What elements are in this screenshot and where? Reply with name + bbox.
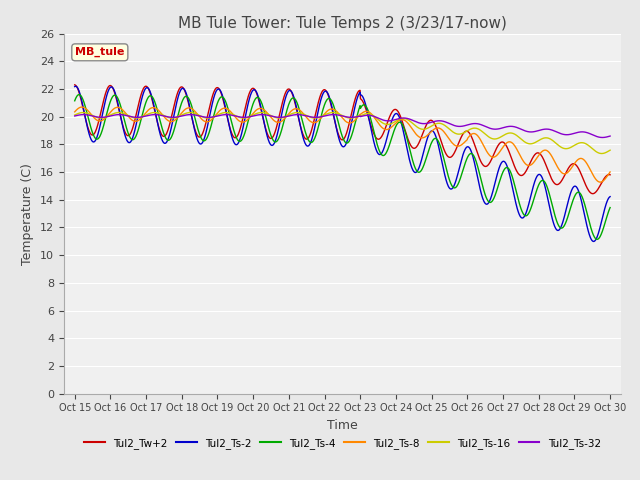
- Tul2_Ts-16: [134, 115, 142, 121]
- Tul2_Tw+2: [376, 136, 383, 142]
- Tul2_Ts-2: [319, 91, 327, 97]
- Tul2_Ts-2: [71, 84, 79, 89]
- Tul2_Ts-32: [71, 113, 79, 119]
- Line: Tul2_Ts-2: Tul2_Ts-2: [75, 86, 610, 241]
- Tul2_Ts-32: [598, 134, 606, 140]
- Tul2_Ts-32: [80, 112, 88, 118]
- Tul2_Ts-4: [134, 127, 142, 132]
- Tul2_Ts-2: [72, 84, 79, 89]
- Tul2_Ts-4: [75, 92, 83, 97]
- Title: MB Tule Tower: Tule Temps 2 (3/23/17-now): MB Tule Tower: Tule Temps 2 (3/23/17-now…: [178, 16, 507, 31]
- Tul2_Tw+2: [71, 82, 79, 88]
- Tul2_Ts-8: [71, 109, 79, 115]
- Tul2_Ts-16: [376, 118, 383, 124]
- Tul2_Tw+2: [589, 191, 596, 196]
- Tul2_Ts-4: [298, 118, 306, 123]
- Tul2_Ts-4: [606, 204, 614, 210]
- Tul2_Ts-8: [310, 120, 317, 125]
- Tul2_Ts-32: [113, 112, 120, 118]
- Tul2_Ts-2: [606, 194, 614, 200]
- Tul2_Ts-8: [78, 104, 86, 110]
- Tul2_Ts-16: [598, 151, 605, 156]
- Tul2_Ts-16: [112, 110, 120, 116]
- Tul2_Tw+2: [606, 172, 614, 178]
- Tul2_Ts-32: [319, 113, 327, 119]
- Tul2_Ts-2: [376, 152, 383, 157]
- Tul2_Ts-8: [298, 109, 306, 115]
- Tul2_Ts-32: [606, 133, 614, 139]
- Tul2_Ts-2: [298, 132, 306, 137]
- Tul2_Tw+2: [134, 104, 142, 110]
- Tul2_Tw+2: [112, 95, 120, 101]
- Tul2_Ts-4: [593, 237, 601, 242]
- Tul2_Ts-4: [113, 93, 120, 99]
- Tul2_Tw+2: [319, 88, 326, 94]
- Tul2_Ts-8: [134, 118, 142, 123]
- Tul2_Ts-8: [376, 122, 383, 128]
- Tul2_Ts-16: [606, 147, 614, 153]
- Tul2_Ts-16: [310, 115, 317, 121]
- Tul2_Ts-4: [310, 138, 317, 144]
- Line: Tul2_Ts-32: Tul2_Ts-32: [75, 115, 610, 137]
- Tul2_Ts-32: [310, 114, 317, 120]
- Line: Tul2_Ts-8: Tul2_Ts-8: [75, 107, 610, 182]
- Tul2_Ts-4: [319, 107, 327, 112]
- Tul2_Ts-2: [310, 131, 317, 137]
- Tul2_Ts-32: [376, 116, 383, 121]
- Tul2_Ts-2: [590, 239, 598, 244]
- Tul2_Ts-2: [113, 95, 120, 100]
- Tul2_Ts-8: [596, 179, 604, 185]
- Tul2_Ts-16: [293, 109, 301, 115]
- Tul2_Ts-4: [71, 98, 79, 104]
- X-axis label: Time: Time: [327, 419, 358, 432]
- Tul2_Tw+2: [298, 128, 306, 134]
- Tul2_Ts-4: [376, 149, 383, 155]
- Tul2_Ts-32: [134, 114, 142, 120]
- Text: MB_tule: MB_tule: [75, 47, 125, 58]
- Legend: Tul2_Tw+2, Tul2_Ts-2, Tul2_Ts-4, Tul2_Ts-8, Tul2_Ts-16, Tul2_Ts-32: Tul2_Tw+2, Tul2_Ts-2, Tul2_Ts-4, Tul2_Ts…: [80, 434, 605, 453]
- Line: Tul2_Tw+2: Tul2_Tw+2: [75, 85, 610, 193]
- Tul2_Tw+2: [309, 122, 317, 128]
- Tul2_Ts-16: [298, 111, 306, 117]
- Y-axis label: Temperature (C): Temperature (C): [22, 163, 35, 264]
- Tul2_Ts-16: [71, 112, 79, 118]
- Tul2_Ts-16: [319, 113, 327, 119]
- Tul2_Ts-8: [319, 113, 327, 119]
- Tul2_Ts-32: [298, 112, 306, 118]
- Tul2_Ts-8: [113, 105, 120, 110]
- Line: Tul2_Ts-16: Tul2_Ts-16: [75, 112, 610, 154]
- Tul2_Ts-8: [606, 169, 614, 175]
- Tul2_Ts-2: [134, 111, 142, 117]
- Line: Tul2_Ts-4: Tul2_Ts-4: [75, 95, 610, 240]
